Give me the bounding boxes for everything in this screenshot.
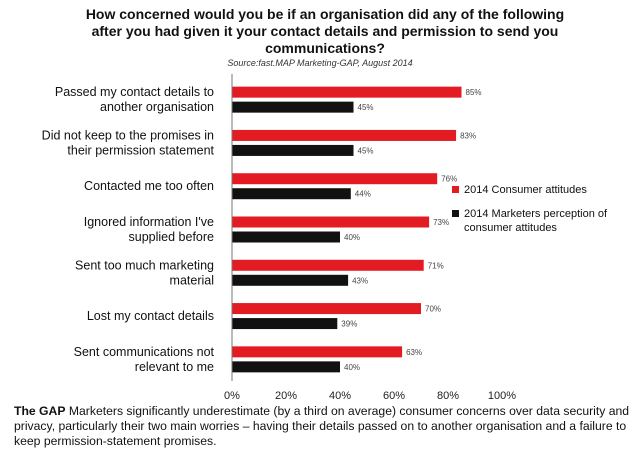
bar <box>232 188 351 200</box>
category-label: Contacted me too often <box>84 179 214 193</box>
bar <box>232 101 354 113</box>
x-tick-label: 100% <box>488 390 516 400</box>
bar <box>232 361 340 373</box>
category-label: relevant to me <box>135 360 214 374</box>
bar <box>232 318 338 330</box>
legend: 2014 Consumer attitudes 2014 Marketers p… <box>452 183 632 245</box>
bar <box>232 259 424 271</box>
x-tick-label: 0% <box>224 390 240 400</box>
bar <box>232 173 438 185</box>
legend-label-consumer: 2014 Consumer attitudes <box>464 184 587 196</box>
data-label: 63% <box>406 348 422 357</box>
category-label: Sent communications not <box>74 345 215 359</box>
legend-item-consumer: 2014 Consumer attitudes <box>452 183 632 197</box>
data-label: 83% <box>460 131 476 140</box>
legend-label-marketers-line2: consumer attitudes <box>464 222 557 234</box>
legend-item-marketers: 2014 Marketers perception of consumer at… <box>452 207 632 235</box>
data-label: 43% <box>352 276 368 285</box>
bar <box>232 231 340 243</box>
category-label: their permission statement <box>67 143 214 157</box>
data-label: 45% <box>358 146 374 155</box>
caption-bold: The GAP <box>14 404 66 418</box>
category-label: Passed my contact details to <box>55 85 214 99</box>
x-tick-label: 60% <box>383 390 405 400</box>
legend-label-marketers-line1: 2014 Marketers perception of <box>464 208 608 220</box>
bar <box>232 129 457 141</box>
data-label: 45% <box>358 103 374 112</box>
data-label: 39% <box>341 320 357 329</box>
chart-title: How concerned would you be if an organis… <box>85 6 565 56</box>
data-label: 40% <box>344 233 360 242</box>
bar <box>232 303 421 315</box>
bar <box>232 144 354 156</box>
data-label: 70% <box>425 305 441 314</box>
bar <box>232 86 462 98</box>
chart-source: Source:fast.MAP Marketing-GAP, August 20… <box>227 58 413 68</box>
data-label: 40% <box>344 363 360 372</box>
data-label: 85% <box>466 88 482 97</box>
legend-swatch-marketers <box>452 210 459 217</box>
x-tick-label: 80% <box>437 390 459 400</box>
bar <box>232 346 403 358</box>
category-label: supplied before <box>129 230 215 244</box>
x-tick-label: 20% <box>275 390 297 400</box>
data-label: 71% <box>428 261 444 270</box>
data-label: 44% <box>355 190 371 199</box>
category-label: Sent too much marketing <box>75 258 214 272</box>
caption: The GAP Marketers significantly underest… <box>14 404 634 449</box>
x-tick-label: 40% <box>329 390 351 400</box>
caption-text: Marketers significantly underestimate (b… <box>14 404 630 448</box>
data-label: 73% <box>433 218 449 227</box>
category-label: Did not keep to the promises in <box>42 128 214 142</box>
data-label: 76% <box>441 175 457 184</box>
bar <box>232 216 430 228</box>
category-label: material <box>170 273 214 287</box>
legend-swatch-consumer <box>452 186 459 193</box>
category-label: another organisation <box>100 100 214 114</box>
bar <box>232 274 349 286</box>
category-label: Ignored information I've <box>84 215 214 229</box>
category-label: Lost my contact details <box>87 309 214 323</box>
